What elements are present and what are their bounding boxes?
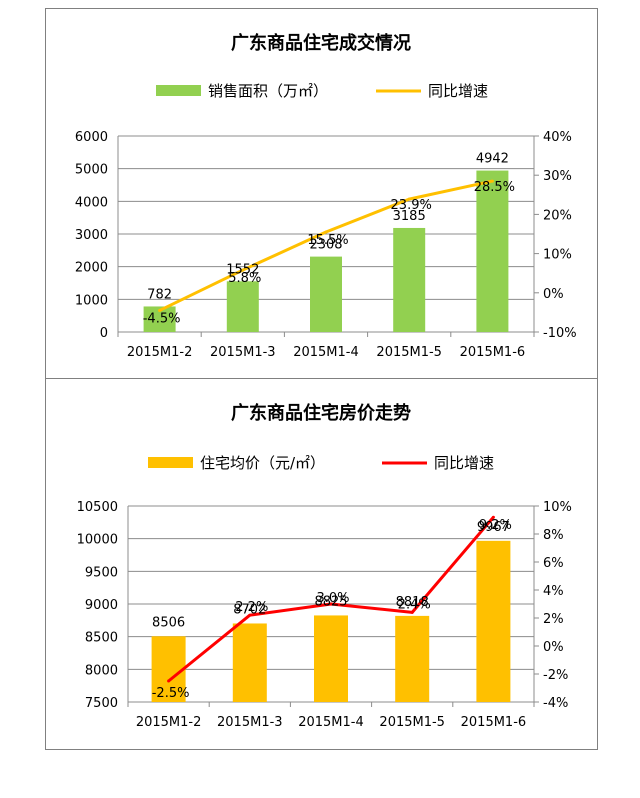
y2-tick-label: -10% (543, 326, 577, 341)
x-tick-label: 2015M1-2 (127, 345, 193, 360)
bar (393, 227, 426, 332)
bar (314, 615, 348, 702)
y2-tick-label: 2% (543, 612, 564, 627)
y2-tick-label: 8% (543, 528, 564, 543)
bar-data-label: 2308 (309, 238, 342, 253)
bar-data-label: 3185 (393, 209, 426, 224)
y-tick-label: 4000 (75, 195, 108, 210)
x-tick-label: 2015M1-6 (460, 345, 526, 360)
y2-tick-label: 30% (543, 169, 572, 184)
line-data-label: -4.5% (143, 311, 181, 326)
bar (226, 281, 259, 332)
legend-label-bar: 住宅均价（元/㎡） (200, 454, 325, 472)
line-point (324, 230, 328, 234)
y-tick-label: 7500 (85, 696, 118, 711)
legend-swatch-bar (156, 85, 201, 96)
y2-tick-label: 10% (543, 248, 572, 263)
bar (476, 170, 509, 332)
bar-data-label: 782 (147, 287, 172, 302)
chart-price-trend: 广东商品住宅房价走势住宅均价（元/㎡） 同比增速 7500 8000 8500 9000 9… (45, 378, 598, 750)
line-data-label: -2.5% (152, 686, 190, 701)
legend-label-line: 同比增速 (434, 454, 494, 472)
y2-tick-label: 10% (543, 500, 572, 515)
bar-data-label: 4942 (476, 152, 509, 167)
legend-label-bar: 销售面积（万㎡） (208, 82, 328, 100)
line-data-label: 2.2% (235, 600, 268, 615)
x-tick-label: 2015M1-5 (379, 715, 445, 730)
y-tick-label: 3000 (75, 228, 108, 243)
bar (151, 636, 186, 702)
x-tick-label: 2015M1-2 (136, 715, 202, 730)
x-tick-label: 2015M1-6 (461, 715, 527, 730)
line-point (407, 197, 411, 201)
line-data-label: 28.5% (474, 180, 515, 195)
line-data-label: 2.4% (398, 597, 431, 612)
y-tick-label: 2000 (75, 261, 108, 276)
legend: 销售面积（万㎡） 同比增速 (156, 82, 488, 100)
x-tick-label: 2015M1-3 (210, 345, 276, 360)
bar-data-label: 8702 (233, 602, 266, 617)
y2-tick-label: 0% (543, 287, 564, 302)
y-tick-label: 8500 (85, 631, 118, 646)
legend-label-line: 同比增速 (428, 82, 488, 100)
x-tick-label: 2015M1-3 (217, 715, 283, 730)
line-data-label: 9.2% (479, 518, 512, 533)
y-tick-label: 6000 (75, 130, 108, 145)
y2-tick-label: 4% (543, 584, 564, 599)
line-point (329, 602, 333, 606)
chart-title: 广东商品住宅房价走势 (231, 402, 411, 424)
y2-tick-label: -4% (543, 696, 568, 711)
bar-series (143, 170, 509, 332)
bar-data-label: 8825 (314, 594, 347, 609)
bar (476, 540, 511, 702)
x-tick-label: 2015M1-4 (298, 715, 364, 730)
y2-tick-label: -2% (543, 668, 568, 683)
line-data-label: 5.8% (228, 271, 261, 286)
y-tick-label: 9500 (85, 565, 118, 580)
bar-data-label: 8506 (152, 615, 185, 630)
x-tick-label: 2015M1-4 (293, 345, 359, 360)
y2-tick-label: 20% (543, 208, 572, 223)
y-tick-label: 9000 (85, 598, 118, 613)
y-tick-label: 8000 (85, 663, 118, 678)
chart-title: 广东商品住宅成交情况 (231, 32, 411, 54)
legend-swatch-bar (148, 457, 193, 468)
bar-series (151, 540, 511, 702)
line-point (248, 613, 252, 617)
y-tick-label: 10000 (77, 533, 118, 548)
line-point (167, 679, 171, 683)
line-data-label: 3.0% (316, 591, 349, 606)
y2-tick-label: 40% (543, 130, 572, 145)
legend: 住宅均价（元/㎡） 同比增速 (148, 454, 494, 472)
chart-sales-area: 广东商品住宅成交情况销售面积（万㎡） 同比增速 0 1000 2000 3000 4000 5… (45, 8, 598, 380)
line-point (491, 515, 495, 519)
bar-data-label: 9967 (477, 520, 510, 535)
bar-data-label: 1552 (226, 262, 259, 277)
line-point (410, 610, 414, 614)
bar (395, 615, 430, 702)
bar (310, 256, 342, 332)
y-tick-label: 10500 (77, 500, 118, 515)
line-point (241, 268, 245, 272)
line-data-label: 15.5% (307, 233, 348, 248)
y-tick-label: 1000 (75, 293, 108, 308)
bar-data-label: 8818 (396, 595, 429, 610)
y2-tick-label: 0% (543, 640, 564, 655)
line-point (490, 179, 494, 183)
line-point (158, 308, 162, 312)
x-tick-label: 2015M1-5 (376, 345, 442, 360)
y-tick-label: 5000 (75, 163, 108, 178)
y-tick-label: 0 (100, 326, 108, 341)
y2-tick-label: 6% (543, 556, 564, 571)
bar (232, 623, 267, 702)
line-data-label: 23.9% (391, 198, 432, 213)
